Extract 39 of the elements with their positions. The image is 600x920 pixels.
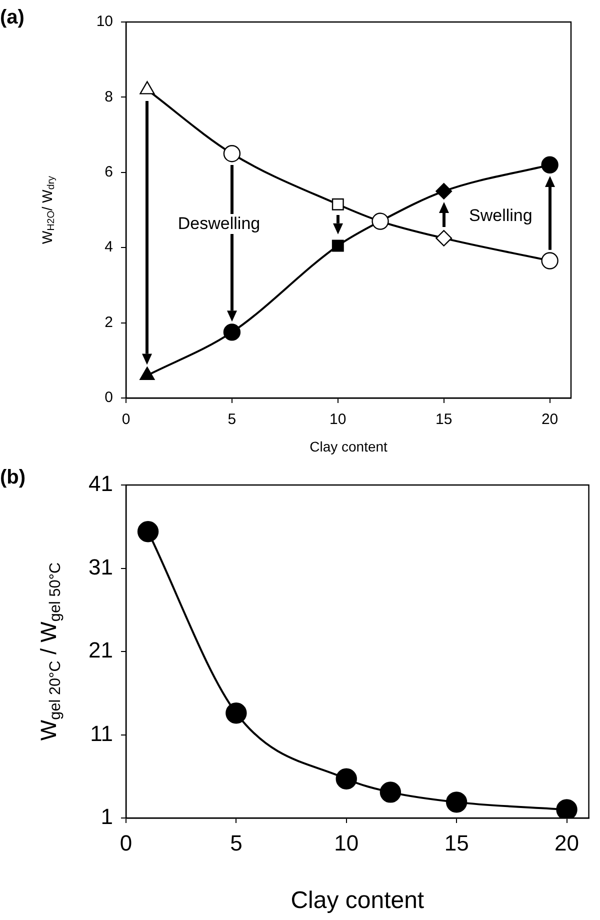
point: [380, 782, 402, 803]
x-tick-label: 10: [330, 411, 346, 428]
y-axis-title: WH2O/ Wdry: [38, 176, 58, 244]
point: [446, 792, 468, 813]
point: [226, 702, 247, 724]
x-axis-title: Clay content: [310, 438, 388, 454]
point: [336, 768, 357, 790]
y-tick-label: 2: [104, 314, 113, 331]
annotation: Swelling: [467, 206, 534, 226]
x-tick-label: 5: [230, 830, 242, 856]
annotation: Deswelling: [176, 214, 262, 234]
x-tick-label: 20: [541, 411, 558, 428]
point: [436, 230, 452, 246]
x-tick-label: 0: [122, 411, 130, 428]
point: [137, 521, 159, 542]
y-tick-label: 0: [104, 389, 113, 406]
point: [372, 212, 389, 230]
x-axis-title: Clay content: [290, 887, 424, 914]
y-tick-label: 1: [100, 804, 113, 830]
x-tick-label: 15: [436, 411, 452, 428]
y-tick-label: 41: [88, 471, 113, 496]
y-tick-label: 21: [88, 638, 113, 663]
chart-title: (b): [0, 466, 26, 489]
x-tick-label: 10: [334, 830, 359, 856]
y-tick-label: 11: [90, 720, 113, 746]
point: [223, 324, 241, 341]
y-axis-title: Wgel 20°C / Wgel 50°C: [36, 562, 64, 741]
point: [541, 156, 558, 174]
y-tick-label: 4: [104, 238, 113, 256]
y-tick-label: 31: [88, 554, 113, 580]
y-tick-label: 10: [96, 13, 113, 30]
chart-title: (a): [0, 6, 24, 29]
x-tick-label: 5: [228, 411, 236, 428]
x-tick-label: 20: [554, 830, 580, 856]
x-tick-label: 15: [444, 830, 469, 856]
point: [436, 183, 452, 200]
point: [556, 799, 578, 818]
y-tick-label: 8: [104, 88, 113, 106]
y-tick-label: 6: [104, 164, 113, 181]
